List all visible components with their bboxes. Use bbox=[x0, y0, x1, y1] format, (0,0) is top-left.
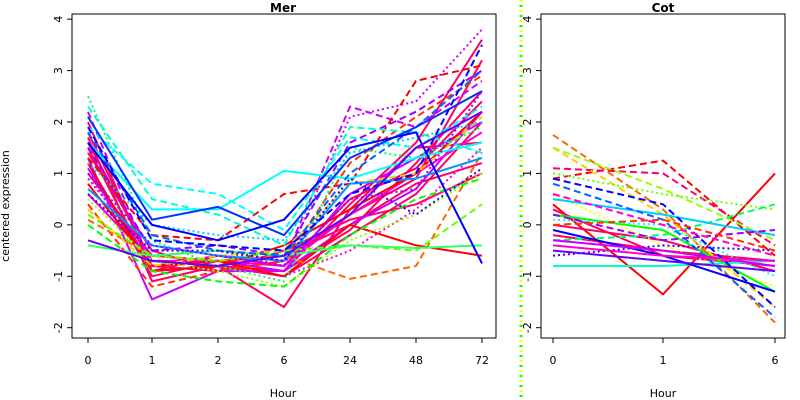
series-line-cot-25 bbox=[552, 218, 776, 252]
x-tick-label-mer: 0 bbox=[85, 354, 92, 367]
series-line-mer-19 bbox=[87, 152, 483, 280]
y-tick-label-mer: 2 bbox=[52, 119, 65, 126]
y-tick-label-cot: 1 bbox=[521, 170, 534, 177]
series-line-cot-13 bbox=[553, 259, 776, 267]
series-line-cot-10 bbox=[552, 172, 776, 211]
plot-frame-cot bbox=[540, 13, 786, 339]
x-tick-label-mer: 6 bbox=[281, 354, 288, 367]
series-line-mer-31 bbox=[87, 69, 483, 257]
series-line-cot-20 bbox=[552, 249, 776, 273]
series-line-mer-37 bbox=[87, 90, 483, 267]
series-line-mer-18 bbox=[87, 74, 483, 288]
y-tick-label-mer: 1 bbox=[52, 170, 65, 177]
x-tick-label-cot: 0 bbox=[550, 354, 557, 367]
panel-mer: Mer -2 -1 0 1 2 3 4 0 1 2 6 24 48 72 Hour bbox=[52, 1, 497, 400]
series-line-cot-5 bbox=[552, 167, 776, 247]
series-line-cot-7 bbox=[552, 146, 776, 308]
y-tick-label-mer: 0 bbox=[52, 221, 65, 228]
x-axis-cot: 0 1 6 bbox=[550, 338, 779, 367]
x-tick-label-cot: 6 bbox=[772, 354, 779, 367]
series-line-mer-32 bbox=[87, 90, 483, 237]
series-line-mer-15 bbox=[87, 64, 483, 242]
x-axis-title-mer: Hour bbox=[270, 387, 297, 400]
y-tick-label-cot: 3 bbox=[521, 67, 534, 74]
series-line-mer-34 bbox=[87, 44, 483, 252]
series-group-cot bbox=[552, 134, 776, 324]
series-line-mer-9 bbox=[87, 80, 483, 267]
series-line-mer-25 bbox=[87, 177, 483, 288]
x-tick-label-mer: 1 bbox=[149, 354, 156, 367]
series-line-mer-35 bbox=[87, 167, 483, 262]
series-line-cot-23 bbox=[552, 193, 776, 257]
y-axis-cot: -2 -1 0 1 2 3 4 bbox=[521, 16, 541, 333]
series-line-cot-17 bbox=[552, 177, 776, 308]
x-tick-label-mer: 24 bbox=[343, 354, 357, 367]
series-line-cot-24 bbox=[552, 244, 776, 262]
series-group-mer bbox=[87, 28, 483, 309]
x-tick-label-cot: 1 bbox=[660, 354, 667, 367]
series-line-mer-16 bbox=[87, 183, 483, 278]
panel-title-cot: Cot bbox=[652, 1, 675, 15]
y-tick-label-cot: -1 bbox=[521, 271, 534, 282]
series-line-mer-29 bbox=[87, 121, 483, 242]
series-line-mer-22 bbox=[87, 203, 483, 262]
series-line-cot-6 bbox=[552, 134, 776, 324]
y-axis-title: centered expression bbox=[0, 150, 12, 262]
series-line-cot-22 bbox=[552, 239, 776, 267]
x-tick-label-mer: 72 bbox=[475, 354, 489, 367]
y-tick-label-cot: 0 bbox=[521, 221, 534, 228]
panel-cot: Cot -2 -1 0 1 2 3 4 0 1 6 Hour bbox=[521, 1, 786, 400]
series-line-mer-33 bbox=[87, 131, 483, 264]
x-axis-title-cot: Hour bbox=[650, 387, 677, 400]
series-line-cot-19 bbox=[552, 244, 776, 257]
y-tick-label-mer: -2 bbox=[52, 322, 65, 333]
series-line-cot-12 bbox=[552, 213, 776, 293]
series-line-mer-36 bbox=[87, 110, 483, 267]
y-tick-label-mer: 4 bbox=[52, 16, 65, 23]
y-tick-label-cot: 4 bbox=[521, 16, 534, 23]
y-tick-label-mer: -1 bbox=[52, 271, 65, 282]
series-line-mer-24 bbox=[87, 95, 483, 283]
y-tick-label-cot: -2 bbox=[521, 322, 534, 333]
panel-title-mer: Mer bbox=[270, 1, 296, 15]
y-tick-label-mer: 3 bbox=[52, 67, 65, 74]
y-tick-label-cot: 2 bbox=[521, 119, 534, 126]
series-line-mer-27 bbox=[87, 141, 483, 211]
series-line-cot-9 bbox=[552, 146, 776, 242]
x-tick-label-mer: 2 bbox=[215, 354, 222, 367]
x-tick-label-mer: 48 bbox=[409, 354, 423, 367]
y-axis-mer: -2 -1 0 1 2 3 4 bbox=[52, 16, 72, 333]
x-axis-mer: 0 1 2 6 24 48 72 bbox=[85, 338, 489, 367]
